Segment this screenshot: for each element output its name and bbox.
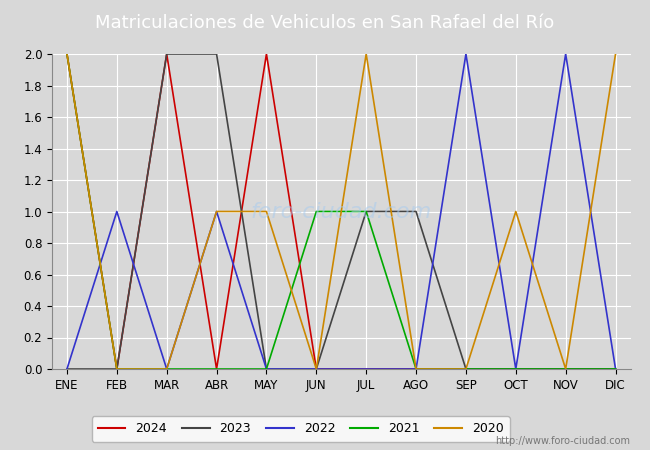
- 2020: [412, 366, 420, 372]
- 2022: [162, 366, 170, 372]
- 2023: [213, 51, 220, 57]
- Text: Matriculaciones de Vehiculos en San Rafael del Río: Matriculaciones de Vehiculos en San Rafa…: [96, 14, 554, 32]
- Text: foro-ciudad.com: foro-ciudad.com: [251, 202, 432, 221]
- 2023: [263, 366, 270, 372]
- Text: http://www.foro-ciudad.com: http://www.foro-ciudad.com: [495, 436, 630, 446]
- 2024: [412, 366, 420, 372]
- 2022: [213, 209, 220, 214]
- 2020: [113, 366, 121, 372]
- 2020: [162, 366, 170, 372]
- 2021: [313, 209, 320, 214]
- 2024: [113, 366, 121, 372]
- 2020: [263, 209, 270, 214]
- 2023: [63, 366, 71, 372]
- Line: 2022: 2022: [67, 54, 616, 369]
- 2023: [113, 366, 121, 372]
- 2021: [512, 366, 520, 372]
- Line: 2020: 2020: [67, 54, 616, 369]
- 2020: [213, 209, 220, 214]
- 2024: [562, 366, 569, 372]
- 2022: [63, 366, 71, 372]
- 2021: [612, 366, 619, 372]
- 2024: [213, 366, 220, 372]
- 2022: [313, 366, 320, 372]
- 2022: [263, 366, 270, 372]
- 2024: [612, 366, 619, 372]
- 2022: [612, 366, 619, 372]
- 2021: [562, 366, 569, 372]
- 2024: [362, 366, 370, 372]
- 2021: [263, 366, 270, 372]
- 2021: [162, 366, 170, 372]
- 2022: [362, 366, 370, 372]
- 2023: [313, 366, 320, 372]
- Legend: 2024, 2023, 2022, 2021, 2020: 2024, 2023, 2022, 2021, 2020: [92, 416, 510, 442]
- 2021: [213, 366, 220, 372]
- 2020: [313, 366, 320, 372]
- 2020: [612, 51, 619, 57]
- 2023: [462, 366, 470, 372]
- 2024: [313, 366, 320, 372]
- 2021: [113, 366, 121, 372]
- 2024: [512, 366, 520, 372]
- 2024: [263, 51, 270, 57]
- 2021: [462, 366, 470, 372]
- 2022: [562, 51, 569, 57]
- 2021: [362, 209, 370, 214]
- 2021: [63, 51, 71, 57]
- 2023: [562, 366, 569, 372]
- 2024: [63, 51, 71, 57]
- 2020: [562, 366, 569, 372]
- 2022: [412, 366, 420, 372]
- 2023: [412, 209, 420, 214]
- 2023: [512, 366, 520, 372]
- 2021: [412, 366, 420, 372]
- 2020: [362, 51, 370, 57]
- 2020: [512, 209, 520, 214]
- 2024: [462, 366, 470, 372]
- Line: 2023: 2023: [67, 54, 616, 369]
- 2020: [462, 366, 470, 372]
- Line: 2024: 2024: [67, 54, 616, 369]
- 2023: [162, 51, 170, 57]
- 2024: [162, 51, 170, 57]
- Line: 2021: 2021: [67, 54, 616, 369]
- 2020: [63, 51, 71, 57]
- 2022: [512, 366, 520, 372]
- 2023: [362, 209, 370, 214]
- 2022: [113, 209, 121, 214]
- 2023: [612, 366, 619, 372]
- 2022: [462, 51, 470, 57]
